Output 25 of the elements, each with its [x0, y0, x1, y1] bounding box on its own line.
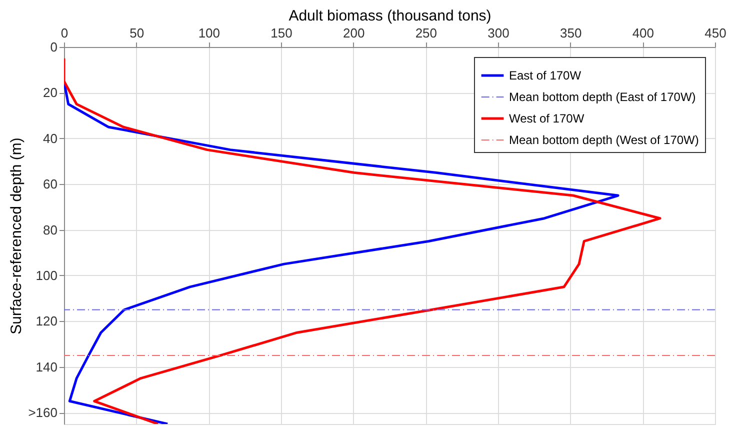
y-tick-label: 140 — [36, 359, 58, 374]
x-tick-label: 50 — [130, 26, 144, 40]
x-tick-label: 400 — [632, 26, 654, 40]
x-tick-label: 150 — [270, 26, 292, 40]
y-tick-label: 60 — [43, 176, 58, 192]
y-tick-label: 80 — [43, 222, 58, 238]
x-tick-label: 100 — [198, 26, 220, 40]
x-axis-title: Adult biomass (thousand tons) — [288, 8, 492, 24]
legend-label: Mean bottom depth (West of 170W) — [509, 133, 699, 147]
x-tick-label: 350 — [560, 26, 582, 40]
legend-label: East of 170W — [509, 68, 582, 82]
y-tick-label: 40 — [43, 130, 58, 146]
x-tick-label: 300 — [488, 26, 510, 40]
x-tick-label: 450 — [704, 26, 726, 40]
y-tick-label: 120 — [36, 314, 58, 329]
x-tick-label: 200 — [342, 26, 365, 40]
x-tick-label: 250 — [415, 26, 438, 40]
legend-label: West of 170W — [509, 112, 585, 126]
y-tick-label: 100 — [36, 268, 58, 283]
x-tick-label: 0 — [60, 26, 68, 40]
legend-label: Mean bottom depth (East of 170W) — [509, 90, 696, 104]
y-tick-label: >160 — [28, 405, 58, 420]
y-axis-title: Surface-referenced depth (m) — [8, 138, 26, 334]
y-tick-label: 20 — [43, 85, 58, 100]
y-tick-label: 0 — [50, 40, 58, 54]
